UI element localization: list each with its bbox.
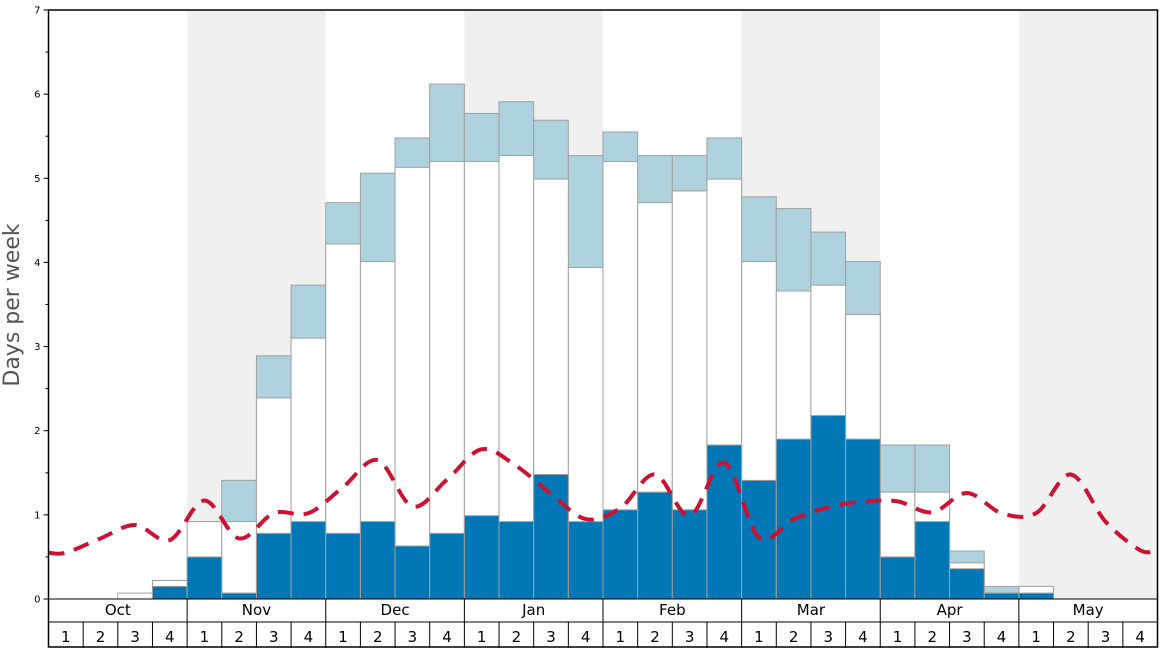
bar-dark [463,515,500,600]
y-tick-label: 6 [34,90,40,101]
y-tick-label: 7 [34,6,40,17]
y-tick-label: 0 [34,595,40,606]
bar-dark [949,568,985,600]
week-label: 1 [477,628,487,646]
dashed-line [48,447,1158,556]
week-label: 1 [1031,628,1041,646]
bar-dark [255,532,292,600]
week-label: 3 [685,628,695,646]
week-label: 3 [962,628,972,646]
x-axis-labels: Oct 1 2 3 4 Nov 1 2 3 4 Dec 1 2 3 4 Jan 1 2 3 4 Feb 1 2 3 4 Mar 1 2… [61,599,1145,648]
bar-dark [394,545,431,600]
week-label: 2 [373,628,383,646]
month-label-oct: Oct [105,601,131,619]
week-label: 3 [408,628,418,646]
month-label-apr: Apr [937,601,964,619]
week-label: 1 [893,628,903,646]
week-label: 2 [1066,628,1076,646]
week-label: 3 [546,628,556,646]
bar-dark [186,556,223,600]
y-tick-label: 1 [34,510,40,521]
month-shade-may [1018,10,1158,599]
week-label: 4 [997,628,1007,646]
bar-dark [498,521,535,600]
week-label: 1 [754,628,764,646]
bar-dark [429,532,465,600]
y-axis-ticks: 0 1 2 3 4 5 6 7 [34,6,49,606]
y-tick-label: 3 [34,342,40,353]
week-label: 1 [200,628,210,646]
bar-dark [879,556,916,600]
month-label-dec: Dec [381,601,410,619]
bar-dark [567,521,604,600]
bar-dark [706,444,743,600]
bar-white [117,592,153,600]
week-label: 3 [269,628,279,646]
week-label: 2 [650,628,660,646]
bar-dark [983,592,1020,600]
bars-dark-series [151,415,1055,600]
week-label: 2 [234,628,244,646]
month-label-mar: Mar [797,601,826,619]
month-label-nov: Nov [242,601,271,619]
week-label: 2 [789,628,799,646]
y-axis-label: Days per week [0,223,25,386]
bar-dark [151,585,188,600]
bar-dark [325,532,361,600]
dashed-line-series [48,447,1158,556]
week-label: 4 [581,628,591,646]
week-label: 1 [616,628,626,646]
week-label: 4 [720,628,730,646]
week-label: 4 [442,628,452,646]
month-label-jan: Jan [521,601,545,619]
week-label: 3 [130,628,140,646]
week-label: 2 [927,628,937,646]
bar-dark [845,438,881,600]
y-tick-label: 2 [34,426,40,437]
month-label-may: May [1073,601,1104,619]
week-label: 4 [1135,628,1145,646]
month-label-feb: Feb [659,601,686,619]
week-label: 1 [338,628,348,646]
bar-dark [290,521,327,600]
bar-white [429,160,465,600]
bar-white [394,166,431,600]
week-label: 4 [165,628,175,646]
y-tick-label: 5 [34,174,40,185]
week-label: 3 [1101,628,1111,646]
week-label: 2 [512,628,522,646]
week-label: 4 [304,628,314,646]
bar-dark [1018,592,1055,600]
week-label: 1 [61,628,71,646]
y-tick-label: 4 [34,258,40,269]
bar-white [221,521,257,600]
bar-dark [671,509,708,600]
bar-dark [359,521,396,600]
week-label: 3 [823,628,833,646]
bar-dark [637,491,673,600]
bar-dark [602,509,639,600]
week-label: 2 [96,628,106,646]
bar-dark [221,592,257,600]
bar-dark [914,521,951,600]
week-label: 4 [858,628,868,646]
